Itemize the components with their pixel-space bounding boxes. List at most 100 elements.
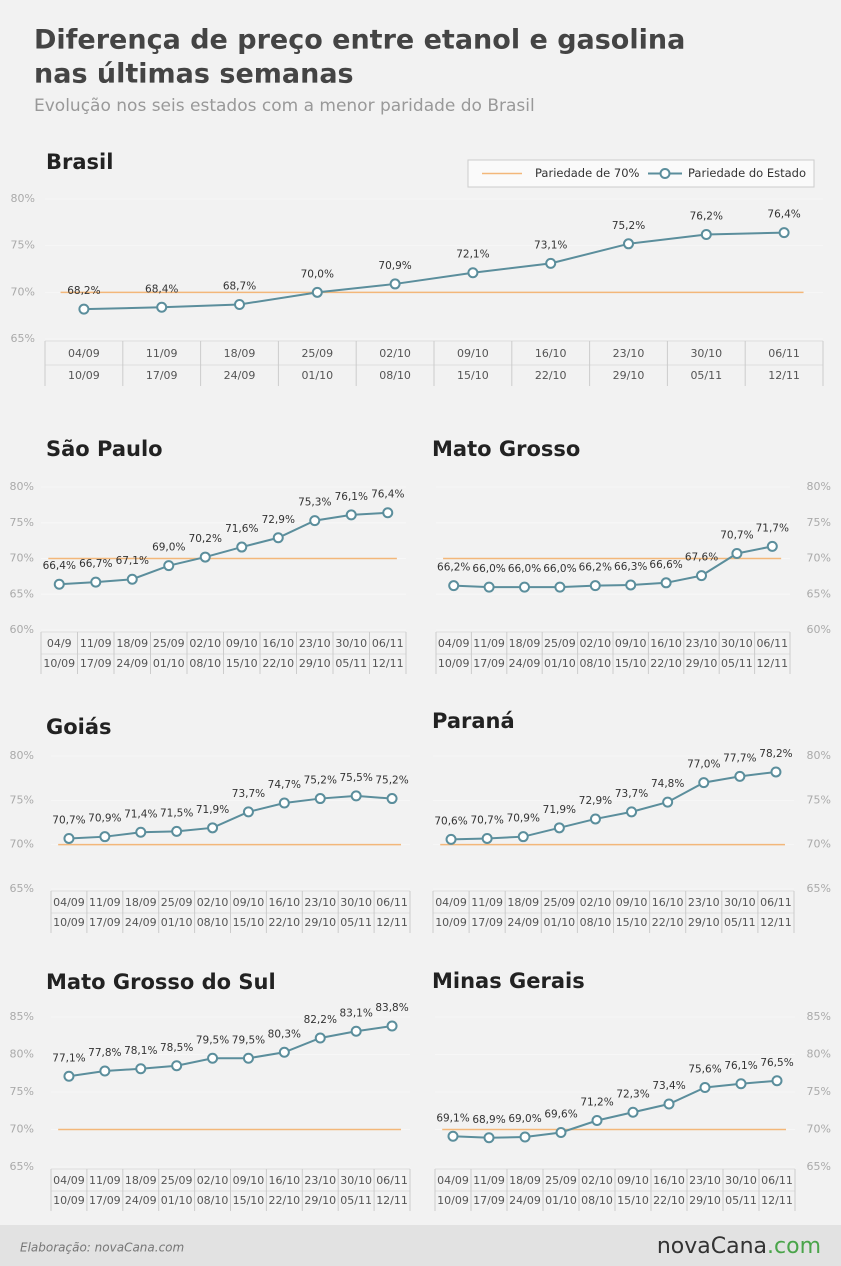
chart-title: Mato Grosso [432, 437, 580, 461]
data-point [156, 301, 168, 313]
category-start: 23/10 [688, 896, 720, 909]
category-start: 25/09 [161, 896, 193, 909]
category-end: 15/10 [226, 657, 258, 670]
category-start: 18/09 [125, 896, 157, 909]
category-start: 16/10 [650, 637, 682, 650]
data-label: 68,2% [67, 285, 100, 297]
data-label: 75,3% [298, 497, 331, 509]
data-point [242, 1052, 254, 1064]
series-line [453, 545, 773, 589]
category-end: 08/10 [580, 916, 612, 929]
data-point [309, 515, 321, 527]
data-label: 69,6% [544, 1109, 577, 1121]
chart-title: Mato Grosso do Sul [46, 970, 276, 994]
category-start: 04/09 [53, 896, 85, 909]
category-start: 30/10 [690, 347, 722, 360]
data-label: 72,3% [616, 1088, 649, 1100]
data-label: 79,5% [196, 1034, 229, 1046]
y-tick-label: 75% [807, 793, 831, 806]
data-point [698, 777, 710, 789]
category-start: 16/10 [535, 347, 567, 360]
title-line-2: nas últimas semanas [34, 59, 354, 90]
category-start: 23/10 [613, 347, 645, 360]
category-end: 15/10 [617, 1194, 649, 1207]
y-tick-label: 65% [10, 1160, 34, 1173]
data-point [699, 1082, 711, 1093]
category-start: 02/10 [197, 1174, 229, 1187]
y-tick-label: 80% [807, 480, 831, 493]
data-point [696, 570, 707, 582]
data-label: 70,9% [378, 260, 411, 272]
category-end: 10/09 [68, 369, 100, 382]
category-start: 16/10 [653, 1174, 685, 1187]
data-point [778, 227, 790, 239]
y-tick-label: 80% [807, 1048, 831, 1061]
category-end: 24/09 [116, 657, 148, 670]
legend-box [467, 159, 815, 188]
data-label: 71,9% [196, 804, 229, 816]
category-end: 01/10 [161, 916, 193, 929]
category-start: 23/10 [304, 1174, 336, 1187]
category-end: 15/10 [616, 916, 648, 929]
data-label: 83,1% [339, 1007, 372, 1019]
data-label: 68,7% [223, 280, 256, 292]
series-line [68, 1025, 393, 1078]
data-label: 76,2% [690, 210, 723, 222]
y-tick-label: 75% [807, 1085, 831, 1098]
data-label: 73,7% [232, 788, 265, 800]
footer-band [0, 1225, 841, 1266]
category-start: 16/10 [268, 1174, 300, 1187]
category-start: 23/10 [304, 896, 336, 909]
data-label: 77,1% [52, 1052, 85, 1064]
data-label: 76,1% [724, 1060, 757, 1072]
data-point [591, 1115, 603, 1126]
category-start: 16/10 [262, 637, 294, 650]
data-label: 66,3% [614, 561, 647, 573]
category-start: 04/09 [53, 1174, 85, 1187]
y-tick-label: 65% [10, 882, 34, 895]
category-start: 02/10 [579, 637, 611, 650]
y-tick-label: 65% [807, 587, 831, 600]
category-end: 08/10 [197, 916, 229, 929]
data-point [135, 1063, 147, 1075]
category-end: 24/09 [125, 916, 157, 929]
y-tick-label: 75% [807, 516, 831, 529]
category-end: 12/11 [376, 1194, 408, 1207]
data-label: 70,7% [470, 814, 503, 826]
category-end: 29/10 [304, 916, 336, 929]
data-label: 78,1% [124, 1045, 157, 1057]
category-end: 08/10 [189, 657, 221, 670]
category-end: 01/10 [301, 369, 333, 382]
y-tick-label: 70% [807, 552, 831, 565]
logo-name: novaCana [657, 1234, 767, 1259]
data-label: 70,7% [52, 814, 85, 826]
data-label: 70,2% [189, 533, 222, 545]
data-label: 77,7% [723, 752, 756, 764]
category-start: 11/09 [471, 896, 503, 909]
data-point [63, 832, 75, 844]
category-end: 08/10 [581, 1194, 613, 1207]
series-line [452, 1079, 778, 1139]
y-tick-label: 65% [11, 332, 35, 345]
data-label: 72,9% [579, 795, 612, 807]
data-point [382, 507, 394, 519]
category-end: 24/09 [509, 657, 541, 670]
data-point [99, 831, 111, 843]
y-tick-label: 70% [807, 838, 831, 851]
chart-title: Paraná [432, 709, 515, 733]
category-end: 17/09 [473, 657, 505, 670]
category-end: 29/10 [689, 1194, 721, 1207]
data-label: 78,5% [160, 1042, 193, 1054]
data-point [734, 770, 746, 782]
category-start: 09/10 [616, 896, 648, 909]
data-point [207, 1052, 219, 1064]
data-label: 66,0% [472, 563, 505, 575]
category-end: 29/10 [304, 1194, 336, 1207]
data-label: 69,0% [508, 1113, 541, 1125]
legend-label: Pariedade do Estado [688, 166, 806, 180]
category-start: 30/10 [724, 896, 756, 909]
data-point [314, 793, 326, 805]
category-start: 06/11 [756, 637, 788, 650]
data-point [242, 806, 254, 818]
